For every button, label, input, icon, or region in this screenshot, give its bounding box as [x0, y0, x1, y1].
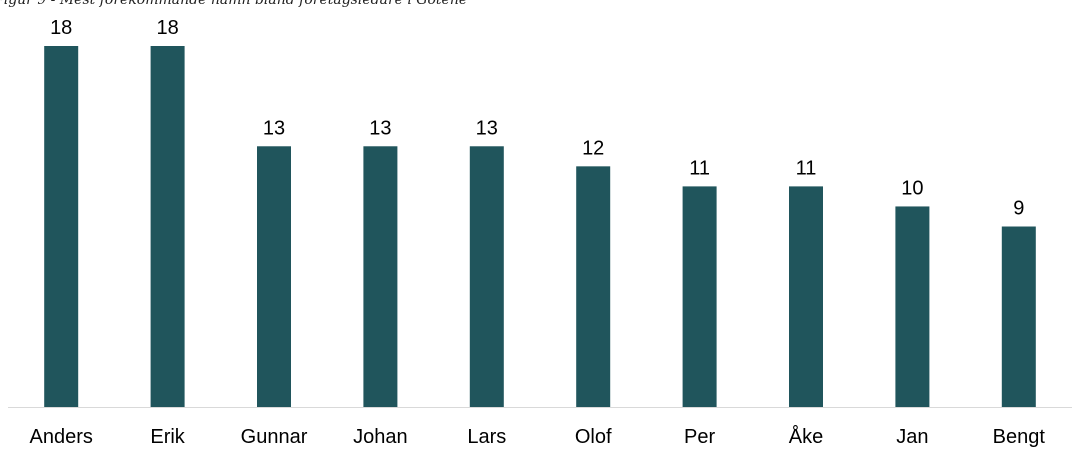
value-label: 13	[369, 117, 391, 139]
category-label: Bengt	[993, 426, 1046, 448]
value-label: 9	[1013, 198, 1024, 220]
value-label: 13	[476, 117, 498, 139]
bar-anders	[44, 46, 79, 407]
value-labels-group: 18 18 13 13 13 12 11 11 10 9	[50, 17, 1024, 220]
bar-olof	[576, 166, 611, 407]
category-label: Olof	[575, 426, 612, 448]
bar-åke	[789, 186, 823, 407]
value-label: 11	[796, 157, 817, 179]
bar-bengt	[1001, 226, 1036, 407]
chart-caption: Figur 9 - Mest förekommande namn bland f…	[0, 0, 468, 8]
value-label: 13	[263, 117, 285, 139]
category-label: Per	[684, 426, 715, 448]
value-label: 10	[901, 177, 923, 199]
category-label: Erik	[150, 426, 185, 448]
category-label: Lars	[467, 426, 506, 448]
category-label: Åke	[789, 425, 823, 448]
category-label: Anders	[30, 426, 93, 448]
value-label: 12	[582, 137, 604, 159]
bar-per	[682, 186, 717, 407]
category-label: Gunnar	[241, 426, 308, 448]
bar-johan	[363, 146, 398, 407]
bars-group	[44, 46, 1036, 407]
bar-lars	[469, 146, 504, 407]
category-label: Jan	[896, 426, 928, 448]
bar-gunnar	[257, 146, 291, 407]
value-label: 11	[689, 157, 710, 179]
bar-jan	[895, 206, 930, 407]
bar-erik	[150, 46, 185, 407]
category-labels-group: Anders Erik Gunnar Johan Lars Olof Per Åke Jan Be…	[30, 425, 1046, 448]
value-label: 18	[50, 17, 72, 39]
value-label: 18	[156, 17, 178, 39]
category-label: Johan	[353, 426, 408, 448]
